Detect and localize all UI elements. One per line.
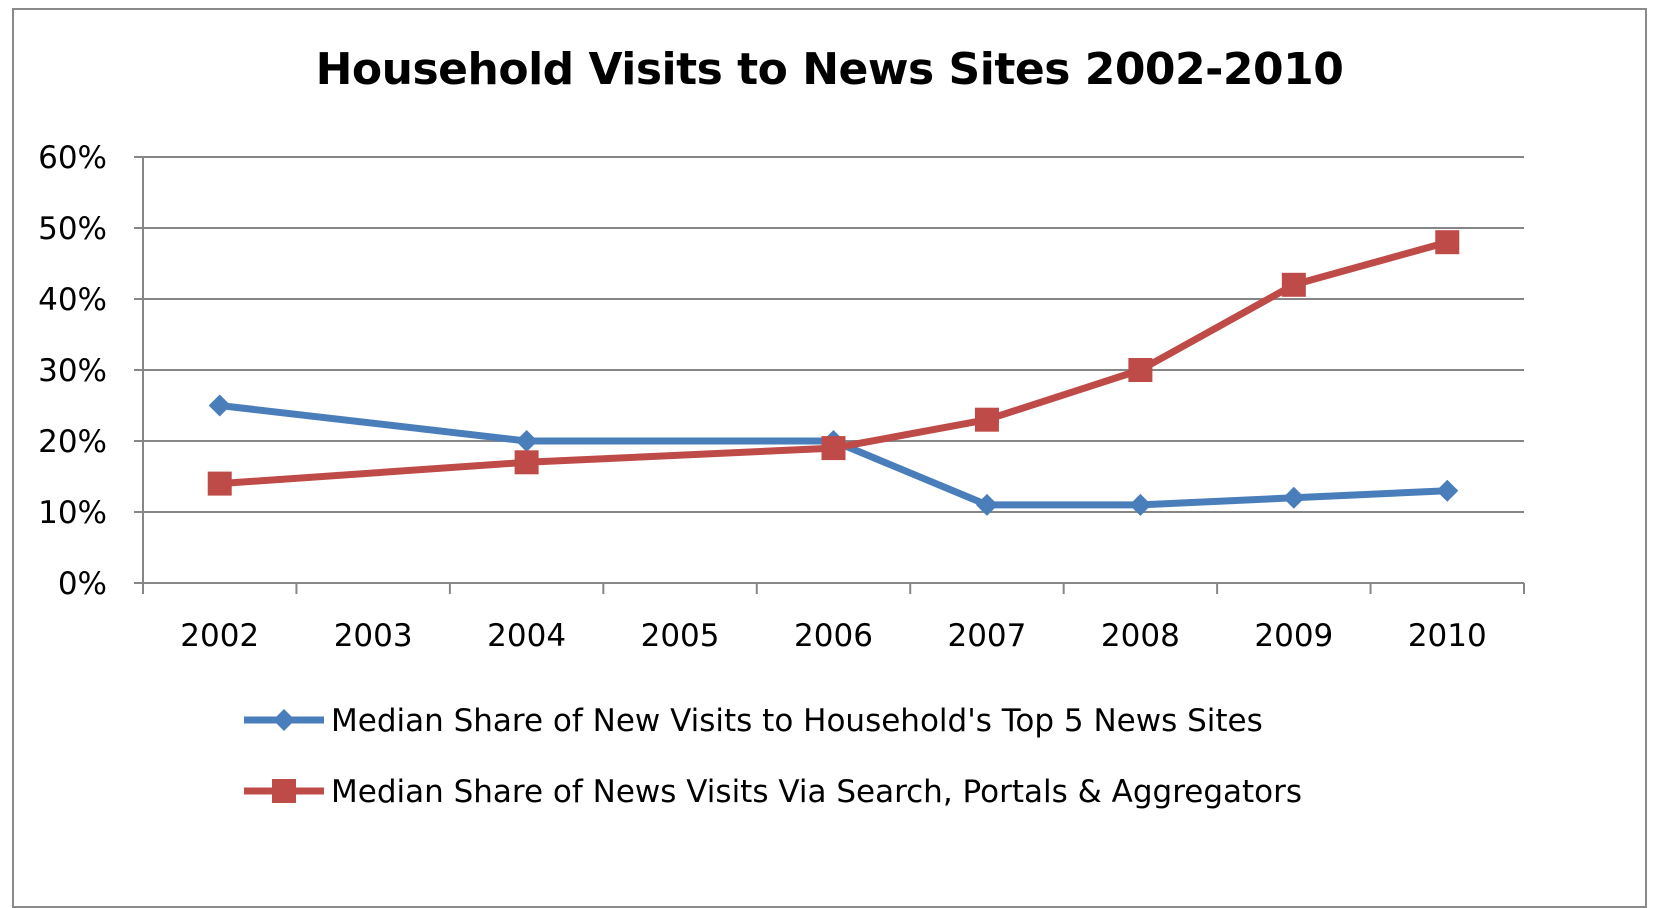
legend-diamond-marker [273,709,295,731]
square-marker [1435,230,1460,255]
x-tick-label: 2007 [947,618,1026,654]
square-marker [207,471,232,496]
legend-entry-2: Median Share of News Visits Via Search, … [244,774,1302,810]
square-marker [514,450,539,475]
diamond-marker [1129,493,1152,516]
y-tick-label: 10% [38,495,107,531]
y-tick-labels: 0% 10% 20% 30% 40% 50% 60% [38,140,107,602]
square-marker [1281,272,1306,297]
y-tick-label: 20% [38,424,107,460]
series [207,230,1460,516]
x-tick-label: 2009 [1254,618,1333,654]
diamond-marker [1282,486,1305,509]
square-marker [974,407,999,432]
y-tick-label: 30% [38,353,107,389]
legend-square-marker [272,779,296,803]
x-tick-label: 2010 [1408,618,1487,654]
x-tick-label: 2002 [180,618,259,654]
diamond-marker [515,430,538,452]
x-tick-label: 2004 [487,618,566,654]
series-2 [207,230,1460,496]
x-tick-label: 2005 [641,618,720,654]
x-tick-label: 2006 [794,618,873,654]
square-marker [1128,358,1153,382]
legend-label: Median Share of New Visits to Household'… [331,703,1263,739]
chart-title: Household Visits to News Sites 2002-2010 [315,44,1344,95]
x-tick-label: 2003 [334,618,413,654]
y-tick-label: 40% [38,282,107,318]
diamond-marker [208,394,231,417]
y-tick-label: 60% [38,140,107,176]
legend: Median Share of New Visits to Household'… [244,703,1302,810]
axes [134,156,1525,594]
diamond-marker [975,493,998,516]
square-marker [821,436,846,461]
legend-label: Median Share of News Visits Via Search, … [331,774,1302,810]
y-tick-label: 0% [58,566,107,602]
x-tick-label: 2008 [1101,618,1180,654]
diamond-marker [1436,479,1459,502]
x-tick-labels: 2002 2003 2004 2005 2006 2007 2008 2009 2010 [180,618,1486,654]
y-tick-label: 50% [38,211,107,247]
legend-entry-1: Median Share of New Visits to Household'… [244,703,1263,739]
